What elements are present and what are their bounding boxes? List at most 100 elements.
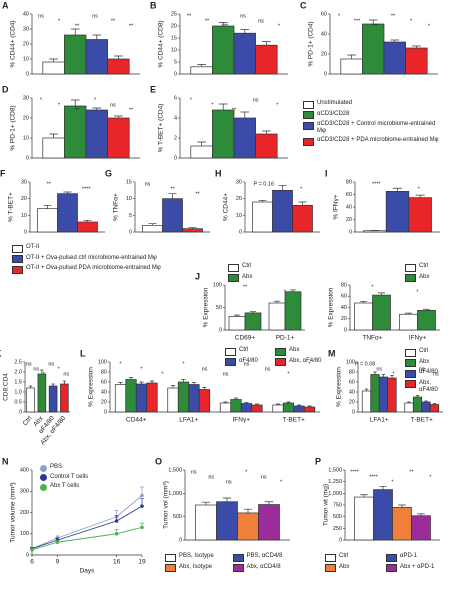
legend-label: Abx — [419, 358, 430, 365]
significance-label: * — [211, 102, 214, 108]
y-tick-label: 100 — [346, 359, 355, 365]
y-axis-label: % CD44+ (CD8) — [158, 20, 165, 67]
error-bar — [286, 401, 291, 403]
error-bar — [249, 311, 257, 313]
legend: PBS, Isotype PBS, αCD4/8 Abx, Isotype Abx, … — [165, 553, 300, 574]
significance-label: ns — [26, 361, 32, 367]
error-bar — [359, 300, 368, 303]
error-bar — [412, 45, 421, 48]
significance-label: ns — [244, 361, 250, 367]
legend-item: Abx, αF4/80 — [405, 380, 449, 394]
legend-item: OT-II — [12, 244, 202, 253]
y-tick-label: 15 — [171, 35, 177, 41]
y-tick-label: 0 — [24, 229, 27, 235]
bar — [383, 41, 406, 75]
y-tick-label: 2.0 — [14, 369, 22, 375]
significance-label: ** — [409, 469, 414, 475]
panel-letter: H — [215, 168, 222, 178]
bar — [255, 133, 278, 159]
legend-swatch — [40, 483, 47, 491]
error-bar — [364, 388, 369, 391]
legend-label: αPD-1 — [400, 553, 418, 559]
legend-label: Unstimulated — [317, 100, 353, 106]
bar — [162, 198, 183, 233]
bar — [77, 221, 98, 233]
bar — [237, 512, 259, 541]
y-axis-label: % T-BET+ (CD4) — [158, 104, 165, 153]
y-axis-label: % PD-1+ (CD8) — [10, 105, 17, 150]
y-tick-label: 60 — [101, 379, 107, 385]
legend-label: Ctrl — [419, 263, 429, 269]
bar — [292, 204, 313, 233]
error-bar — [264, 501, 274, 505]
y-tick-label: 60 — [349, 379, 355, 385]
error-bar — [29, 385, 33, 388]
y-tick-label: 1.5 — [14, 379, 22, 385]
legend-item: Ctrl — [225, 347, 275, 356]
bar — [363, 230, 387, 233]
y-tick-label: 80 — [341, 282, 347, 288]
panel-letter: B — [150, 0, 157, 10]
y-tick-label: 0 — [352, 409, 355, 415]
legend-swatch — [303, 111, 314, 119]
x-tick-label: 6 — [30, 559, 34, 566]
bar — [272, 189, 293, 233]
legend: Ctrl Abx — [405, 263, 445, 284]
significance-label: ** — [129, 23, 134, 29]
significance-label: ns — [258, 18, 264, 24]
significance-label: ** — [111, 18, 116, 24]
bar — [26, 387, 35, 413]
y-tick-label: 500 — [173, 514, 182, 520]
legend-item: Abx — [275, 347, 325, 356]
legend-swatch — [405, 369, 416, 378]
error-bar — [188, 227, 197, 229]
legend-label: Abx, αCD4/8 — [246, 563, 281, 570]
bar — [228, 316, 246, 331]
error-bar — [244, 402, 249, 404]
significance-label: * — [140, 366, 143, 372]
legend-label: Ctrl — [339, 553, 349, 559]
bar — [219, 402, 232, 413]
significance-label: ** — [129, 107, 134, 113]
x-tick-label: IFNγ+ — [409, 335, 427, 342]
y-axis-label: % T-BET+ — [8, 192, 15, 222]
y-tick-label: 0 — [174, 71, 177, 77]
y-tick-label: 60 — [321, 11, 327, 17]
significance-label: ns — [376, 366, 382, 372]
significance-label: * — [338, 13, 341, 19]
significance-label: ** — [75, 107, 80, 113]
bar — [42, 61, 65, 75]
legend-item: Ctrl — [228, 263, 268, 272]
significance-label: ns — [223, 371, 229, 377]
panel-letter: G — [105, 168, 112, 178]
bar — [387, 377, 397, 413]
data-point — [140, 493, 144, 498]
bar — [212, 109, 235, 159]
y-tick-label: 60 — [341, 294, 347, 300]
x-tick-label: 9 — [56, 559, 60, 566]
data-point — [55, 540, 60, 545]
y-tick-label: 40 — [101, 389, 107, 395]
error-bar — [275, 403, 281, 405]
bar — [37, 373, 47, 413]
legend-item: Abx, Isotype — [165, 564, 233, 572]
legend: PBS Control T cells Abx T cells — [40, 464, 120, 493]
data-point — [140, 504, 144, 508]
panel-letter: J — [195, 271, 200, 281]
panel-letter: N — [2, 456, 9, 466]
bar — [212, 25, 235, 75]
data-point — [114, 519, 119, 523]
bar — [293, 405, 305, 413]
x-tick-label: LFA1+ — [370, 417, 389, 424]
legend-swatch — [303, 121, 314, 130]
legend-label: Abx — [419, 273, 430, 280]
error-bar — [422, 308, 431, 311]
legend-swatch — [12, 265, 23, 274]
significance-label: * — [58, 102, 61, 108]
legend-item: αCD3/CD28 — [303, 111, 447, 119]
x-tick-label: LFA1+ — [179, 417, 198, 424]
y-tick-label: 80 — [101, 369, 107, 375]
legend-label: OT-II + Ova-pulsed ctrl microbiome-entra… — [26, 254, 157, 261]
significance-label: * — [428, 23, 431, 29]
